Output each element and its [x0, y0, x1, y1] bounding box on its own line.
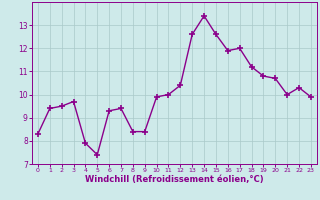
X-axis label: Windchill (Refroidissement éolien,°C): Windchill (Refroidissement éolien,°C): [85, 175, 264, 184]
